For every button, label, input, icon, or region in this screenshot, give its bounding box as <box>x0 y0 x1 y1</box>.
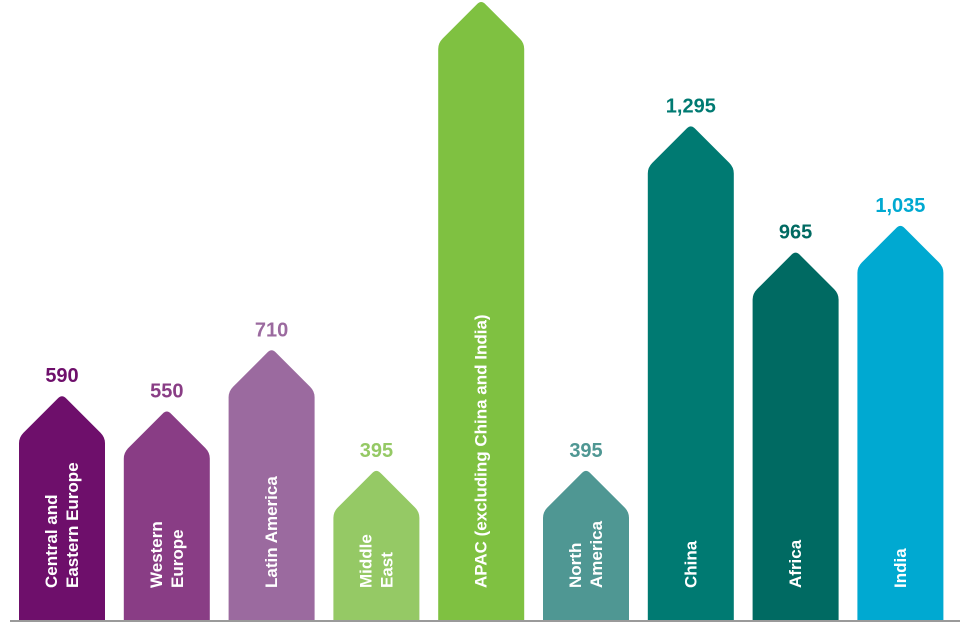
category-label-line: Eastern Europe <box>63 462 82 588</box>
category-label-line: India <box>891 548 910 588</box>
category-label-line: Western <box>147 521 166 588</box>
value-label-1: 550 <box>150 381 183 403</box>
bar-3 <box>333 470 420 620</box>
bar-6 <box>647 126 734 620</box>
bar-7 <box>752 252 839 620</box>
category-label-line: East <box>377 552 396 588</box>
value-label-2: 710 <box>255 319 288 341</box>
bar-2 <box>228 350 315 620</box>
category-label-line: Middle <box>356 534 375 588</box>
category-label-7: Africa <box>786 539 805 588</box>
category-label-6: China <box>681 540 700 588</box>
value-label-8: 1,035 <box>875 195 925 217</box>
value-label-7: 965 <box>779 222 812 244</box>
category-label-line: Central and <box>42 494 61 588</box>
category-label-0: Central and Eastern Europe <box>42 462 82 588</box>
bar-4 <box>438 2 525 620</box>
category-label-8: India <box>891 548 910 588</box>
category-label-line: America <box>587 520 606 588</box>
category-label-1: Western Europe <box>147 521 187 588</box>
category-label-line: Latin America <box>262 476 281 588</box>
value-label-0: 590 <box>45 365 78 387</box>
bar-8 <box>857 225 944 620</box>
category-label-2: Latin America <box>262 476 281 588</box>
category-label-line: Africa <box>786 539 805 588</box>
category-label-5: North America <box>566 520 606 588</box>
category-label-4: APAC (excluding China and India) <box>472 314 491 588</box>
bar-1 <box>123 411 210 620</box>
category-label-line: APAC (excluding China and India) <box>472 314 491 588</box>
category-label-3: Middle East <box>356 534 396 588</box>
category-label-line: North <box>566 543 585 588</box>
category-label-line: China <box>681 540 700 588</box>
value-label-3: 395 <box>360 440 393 462</box>
value-label-5: 395 <box>569 440 602 462</box>
value-label-6: 1,295 <box>666 95 716 117</box>
bar-0 <box>19 396 105 620</box>
category-label-line: Europe <box>168 529 187 588</box>
bar-5 <box>543 470 629 620</box>
